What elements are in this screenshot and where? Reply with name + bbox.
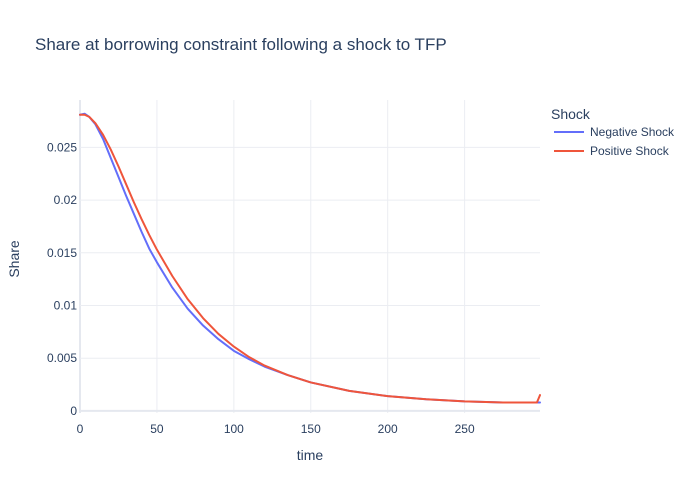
y-tick-label: 0.02	[54, 193, 78, 207]
y-tick-label: 0.005	[47, 351, 77, 365]
series-line-positive-shock[interactable]	[79, 113, 541, 404]
y-axis-title: Share	[6, 240, 22, 278]
y-tick-label: 0.015	[47, 246, 77, 260]
x-tick-label: 200	[378, 422, 398, 436]
series-lines	[79, 112, 541, 404]
legend-item-negative-shock[interactable]: Negative Shock	[554, 125, 675, 139]
x-tick-label: 0	[77, 422, 84, 436]
legend-items[interactable]: Negative Shock Positive Shock	[554, 125, 675, 158]
legend[interactable]: Shock Negative Shock Positive Shock	[551, 106, 675, 158]
gridlines	[79, 100, 540, 413]
y-tick-label: 0.01	[54, 299, 78, 313]
x-tick-label: 50	[150, 422, 164, 436]
x-tick-label: 250	[455, 422, 475, 436]
y-tick-label: 0.025	[47, 140, 77, 154]
x-tick-label: 100	[224, 422, 244, 436]
y-axis-ticks: 0 0.005 0.01 0.015 0.02 0.025	[47, 140, 77, 417]
chart-title: Share at borrowing constraint following …	[35, 35, 447, 54]
x-tick-label: 150	[301, 422, 321, 436]
legend-item-positive-shock[interactable]: Positive Shock	[554, 144, 670, 158]
legend-label: Positive Shock	[590, 144, 670, 158]
legend-label: Negative Shock	[590, 125, 675, 139]
series-line-negative-shock[interactable]	[79, 112, 541, 404]
x-axis-ticks: 0 50 100 150 200 250	[77, 422, 475, 436]
y-tick-label: 0	[70, 404, 77, 418]
legend-title: Shock	[551, 106, 591, 122]
x-axis-title: time	[297, 447, 324, 463]
